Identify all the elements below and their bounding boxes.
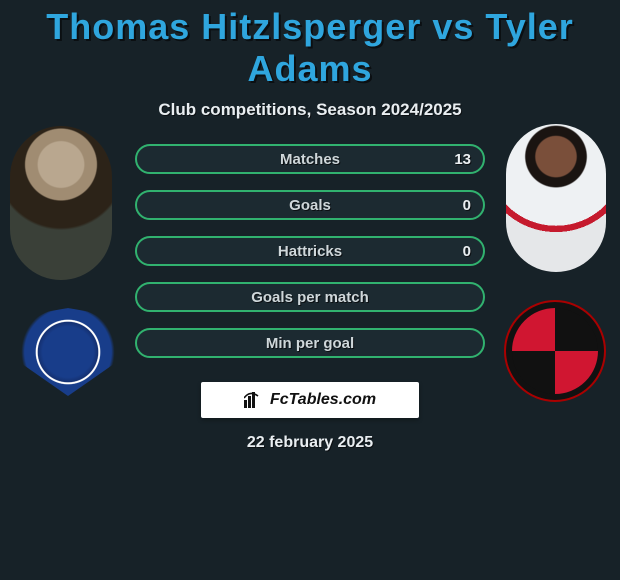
page-subtitle: Club competitions, Season 2024/2025 (0, 100, 620, 120)
date-text: 22 february 2025 (0, 434, 620, 452)
stat-value-right: 13 (454, 151, 471, 168)
stat-label: Matches (280, 151, 340, 168)
brand-text: FcTables.com (270, 391, 376, 409)
stat-bar: Min per goal (135, 328, 485, 358)
stat-value-right: 0 (463, 197, 471, 214)
comparison-card: Thomas Hitzlsperger vs Tyler Adams Club … (0, 0, 620, 580)
stat-label: Goals per match (251, 289, 369, 306)
stat-value-right: 0 (463, 243, 471, 260)
page-title: Thomas Hitzlsperger vs Tyler Adams (0, 0, 620, 90)
brand-badge: FcTables.com (201, 382, 419, 418)
stat-bar: Hattricks 0 (135, 236, 485, 266)
stats-block: Matches 13 Goals 0 Hattricks 0 Goals per… (0, 150, 620, 358)
stat-label: Goals (289, 197, 331, 214)
stat-bar: Goals 0 (135, 190, 485, 220)
stat-bar: Matches 13 (135, 144, 485, 174)
bar-chart-icon (244, 392, 264, 408)
stat-label: Hattricks (278, 243, 342, 260)
stat-bars: Matches 13 Goals 0 Hattricks 0 Goals per… (135, 144, 485, 358)
stat-bar: Goals per match (135, 282, 485, 312)
stat-label: Min per goal (266, 335, 354, 352)
